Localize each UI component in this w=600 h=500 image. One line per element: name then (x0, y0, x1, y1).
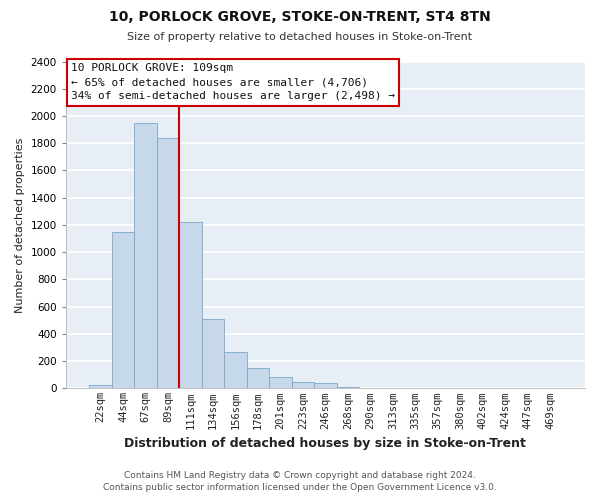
Bar (157, 138, 179, 388)
Bar (269, 378, 292, 388)
Bar (134, 123, 157, 388)
Text: Size of property relative to detached houses in Stoke-on-Trent: Size of property relative to detached ho… (127, 32, 473, 42)
Bar (179, 222, 202, 388)
Bar (202, 319, 224, 388)
Text: Contains HM Land Registry data © Crown copyright and database right 2024.
Contai: Contains HM Land Registry data © Crown c… (103, 471, 497, 492)
X-axis label: Distribution of detached houses by size in Stoke-on-Trent: Distribution of detached houses by size … (124, 437, 526, 450)
Text: 10 PORLOCK GROVE: 109sqm
← 65% of detached houses are smaller (4,706)
34% of sem: 10 PORLOCK GROVE: 109sqm ← 65% of detach… (71, 63, 395, 101)
Y-axis label: Number of detached properties: Number of detached properties (15, 138, 25, 312)
Bar (314, 383, 337, 388)
Bar (112, 232, 134, 388)
Text: 10, PORLOCK GROVE, STOKE-ON-TRENT, ST4 8TN: 10, PORLOCK GROVE, STOKE-ON-TRENT, ST4 8… (109, 10, 491, 24)
Bar (292, 382, 314, 388)
Bar (337, 387, 359, 388)
Bar (224, 352, 247, 388)
Bar (247, 368, 269, 388)
Bar (89, 385, 112, 388)
